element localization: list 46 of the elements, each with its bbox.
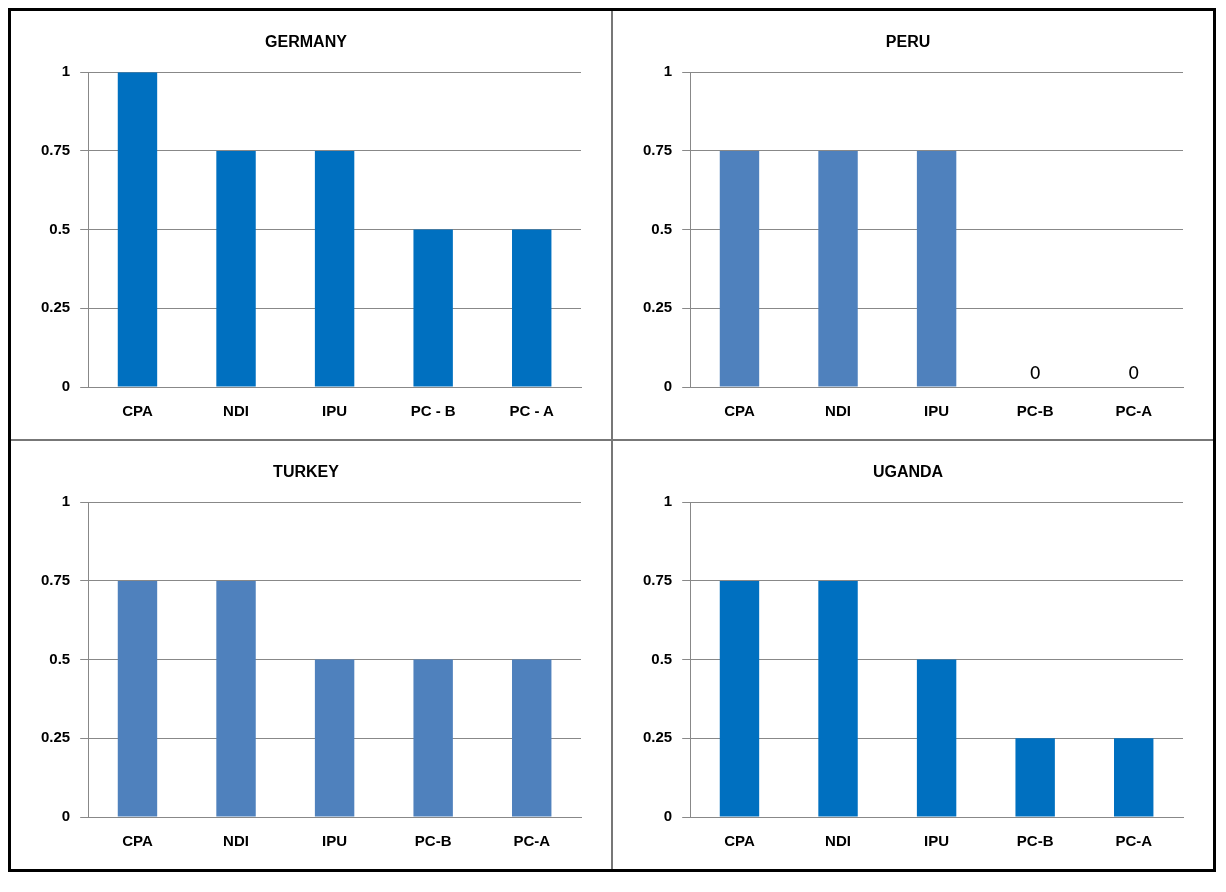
x-tick-label: IPU	[924, 832, 950, 850]
x-tick-label: PC - B	[410, 402, 456, 420]
y-tick-label: 0.5	[651, 219, 673, 237]
chart-title: TURKEY	[273, 463, 340, 481]
x-tick-label: PC-B	[1016, 402, 1054, 420]
x-tick-label: NDI	[223, 402, 249, 420]
x-tick-label: PC-A	[1115, 832, 1153, 850]
y-tick-label: 0	[663, 377, 673, 395]
y-tick-label: 0.75	[642, 141, 673, 159]
y-tick-label: 0.5	[49, 219, 71, 237]
y-tick-label: 0.5	[49, 649, 71, 667]
y-tick-label: 1	[663, 492, 673, 510]
y-tick-label: 1	[61, 62, 71, 80]
y-tick-label: 0	[61, 807, 71, 825]
x-tick-label: PC - A	[509, 402, 555, 420]
x-tick-label: IPU	[322, 402, 348, 420]
y-tick-label: 0.75	[40, 141, 71, 159]
y-tick-label: 0.25	[642, 728, 673, 746]
x-tick-label: CPA	[724, 832, 755, 850]
x-tick-label: CPA	[724, 402, 755, 420]
y-tick-label: 1	[663, 62, 673, 80]
x-tick-label: IPU	[924, 402, 950, 420]
x-tick-label: CPA	[122, 402, 153, 420]
chart-title: PERU	[885, 33, 931, 51]
x-tick-label: NDI	[825, 832, 851, 850]
y-tick-label: 0.25	[40, 728, 71, 746]
chart-title: UGANDA	[872, 463, 944, 481]
x-tick-label: PC-B	[1016, 832, 1054, 850]
data-label: 0	[1127, 361, 1140, 383]
x-tick-label: PC-A	[1115, 402, 1153, 420]
x-tick-label: NDI	[223, 832, 249, 850]
x-tick-label: IPU	[322, 832, 348, 850]
y-tick-label: 0.5	[651, 649, 673, 667]
y-tick-label: 0.75	[40, 571, 71, 589]
y-tick-label: 0.25	[40, 298, 71, 316]
x-tick-label: NDI	[825, 402, 851, 420]
chart-title: GERMANY	[265, 33, 348, 51]
y-tick-label: 0	[663, 807, 673, 825]
y-tick-label: 0.25	[642, 298, 673, 316]
y-tick-label: 0	[61, 377, 71, 395]
y-tick-label: 1	[61, 492, 71, 510]
x-tick-label: PC-A	[513, 832, 551, 850]
x-tick-label: CPA	[122, 832, 153, 850]
data-label: 0	[1029, 361, 1041, 383]
y-tick-label: 0.75	[642, 571, 673, 589]
x-tick-label: PC-B	[414, 832, 452, 850]
